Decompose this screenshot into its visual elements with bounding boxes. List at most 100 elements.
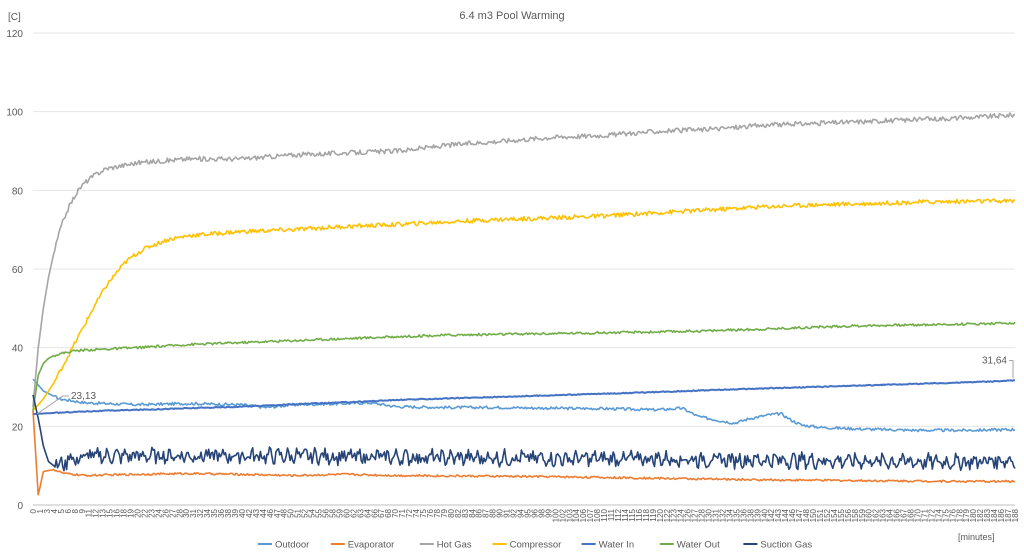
x-tick-label: 28 (175, 508, 184, 517)
x-tick-label: 47 (273, 508, 282, 517)
x-tick-label: 18 (120, 508, 129, 517)
x-tick-label: 144 (781, 508, 790, 522)
x-tick-label: 138 (746, 508, 755, 522)
x-tick-label: 151 (816, 508, 825, 522)
x-tick-label: 111 (607, 508, 616, 521)
x-tick-label: 90 (496, 508, 505, 517)
x-tick-label: 86 (475, 508, 484, 517)
x-tick-label: 142 (767, 508, 776, 522)
x-tick-label: 110 (600, 508, 609, 521)
x-tick-label: 84 (468, 508, 477, 517)
x-tick-label: 128 (698, 508, 707, 522)
x-tick-label: 23 (147, 508, 156, 517)
x-tick-label: 5 (57, 508, 66, 513)
x-tick-label: 20 (133, 508, 142, 517)
legend-label: Evaporator (348, 540, 394, 551)
x-tick-label: 16 (113, 508, 122, 517)
x-tick-label: 71 (398, 508, 407, 517)
x-tick-label: 6 (64, 508, 73, 513)
x-tick-label: 170 (913, 508, 922, 522)
x-tick-label: 164 (886, 508, 895, 522)
x-tick-label: 150 (809, 508, 818, 522)
x-tick-label: 60 (342, 508, 351, 517)
x-tick-label: 82 (454, 508, 463, 517)
x-tick-label: 58 (328, 508, 337, 517)
x-tick-label: 34 (203, 508, 212, 517)
x-tick-label: 106 (579, 508, 588, 522)
x-tick-labels: 0134568911121315161819202223242627283031… (29, 508, 1020, 522)
chart-title: 6.4 m3 Pool Warming (459, 10, 564, 22)
legend-label: Suction Gas (760, 540, 812, 551)
x-tick-label: 27 (168, 508, 177, 517)
series-line-suction-gas (32, 394, 1016, 472)
y-tick-label: 0 (17, 501, 23, 512)
x-tick-label: 178 (955, 508, 964, 522)
series-line-outdoor (32, 378, 1016, 433)
x-tick-label: 174 (934, 508, 943, 522)
x-tick-label: 40 (238, 508, 247, 517)
x-tick-label: 43 (252, 508, 261, 517)
x-tick-label: 72 (405, 508, 414, 517)
x-tick-label: 55 (315, 508, 324, 517)
x-tick-label: 62 (349, 508, 358, 517)
y-tick-label: 60 (12, 265, 24, 276)
x-tick-label: 80 (447, 508, 456, 517)
x-tick-label: 0 (29, 508, 38, 513)
x-tick-label: 166 (893, 508, 902, 522)
x-tick-label: 159 (858, 508, 867, 522)
x-tick-label: 76 (426, 508, 435, 517)
annotation-leader (1009, 360, 1014, 379)
legend-label: Water In (599, 540, 635, 551)
x-tick-label: 87 (482, 508, 491, 517)
x-tick-label: 171 (920, 508, 929, 522)
x-tick-label: 136 (739, 508, 748, 522)
x-tick-label: 122 (663, 508, 672, 522)
x-tick-label: 131 (712, 508, 721, 522)
x-tick-label: 102 (558, 508, 567, 522)
legend-label: Outdoor (275, 540, 309, 551)
x-tick-label: 127 (691, 508, 700, 522)
x-tick-label: 119 (649, 508, 658, 521)
x-tick-label: 103 (565, 508, 574, 522)
series-lines (32, 112, 1016, 496)
x-tick-label: 79 (440, 508, 449, 517)
x-tick-label: 146 (788, 508, 797, 522)
x-tick-label: 15 (106, 508, 115, 517)
x-tick-label: 32 (196, 508, 205, 517)
x-tick-label: 180 (969, 508, 978, 522)
x-tick-label: 107 (586, 508, 595, 522)
x-tick-label: 96 (530, 508, 539, 517)
x-tick-label: 108 (593, 508, 602, 522)
x-tick-label: 179 (962, 508, 971, 522)
x-tick-label: 158 (851, 508, 860, 522)
x-tick-label: 74 (412, 508, 421, 517)
x-tick-label: 1 (36, 508, 45, 513)
x-tick-label: 140 (760, 508, 769, 522)
x-tick-label: 132 (718, 508, 727, 522)
x-tick-label: 31 (189, 508, 198, 517)
x-tick-label: 13 (99, 508, 108, 517)
x-tick-label: 134 (725, 508, 734, 522)
x-tick-label: 35 (210, 508, 219, 517)
x-tick-label: 163 (879, 508, 888, 522)
x-tick-label: 154 (830, 508, 839, 522)
x-tick-label: 130 (705, 508, 714, 522)
x-tick-label: 42 (245, 508, 254, 517)
x-tick-label: 176 (948, 508, 957, 522)
data-label: 23,13 (71, 391, 96, 402)
x-tick-label: 100 (551, 508, 560, 522)
x-tick-label: 63 (356, 508, 365, 517)
x-tick-label: 70 (391, 508, 400, 517)
x-tick-label: 126 (684, 508, 693, 522)
x-tick-label: 155 (837, 508, 846, 522)
annotation-leader (36, 395, 69, 415)
y-tick-label: 120 (6, 29, 23, 40)
x-tick-label: 48 (280, 508, 289, 517)
y-tick-label: 40 (12, 344, 24, 355)
x-tick-label: 156 (844, 508, 853, 522)
x-tick-label: 51 (294, 508, 303, 517)
legend-label: Hot Gas (437, 540, 472, 551)
x-tick-label: 95 (523, 508, 532, 517)
x-tick-label: 92 (510, 508, 519, 517)
